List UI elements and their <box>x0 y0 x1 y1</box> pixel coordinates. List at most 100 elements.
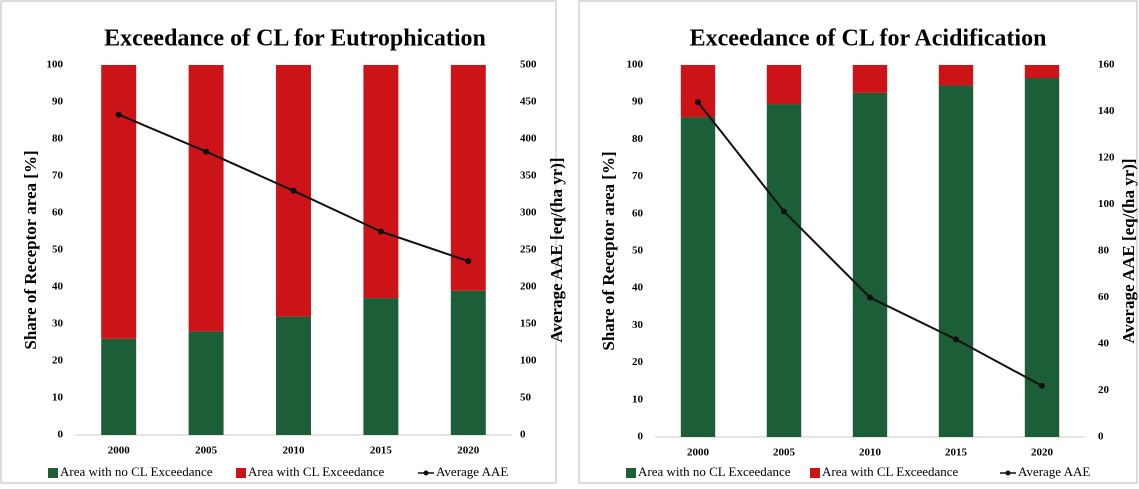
x-tick-label: 2000 <box>687 447 710 459</box>
bar-segment <box>188 65 224 332</box>
y-tick-label: 90 <box>52 96 64 108</box>
bar-segment <box>188 331 224 435</box>
y2-tick-label: 120 <box>1098 152 1115 164</box>
y2-tick-label: 160 <box>1098 59 1115 71</box>
legend-marker <box>1005 470 1011 476</box>
bar-segment <box>680 117 716 437</box>
y2-tick-label: 50 <box>520 392 532 404</box>
y2-tick-label: 250 <box>520 244 537 256</box>
line-point <box>695 99 701 106</box>
chart-title: Exceedance of CL for Eutrophication <box>104 26 486 52</box>
y2-tick-label: 500 <box>520 59 537 71</box>
y2-tick-label: 450 <box>520 96 537 108</box>
line-point <box>781 208 787 215</box>
y2-tick-label: 40 <box>1098 338 1110 350</box>
y2-tick-label: 20 <box>1098 384 1110 396</box>
legend-label: Area with CL Exceedance <box>248 464 385 479</box>
line-point <box>867 294 873 301</box>
x-tick-label: 2010 <box>283 445 306 457</box>
y2-tick-label: 0 <box>1098 431 1104 443</box>
panel-border <box>578 0 1138 484</box>
legend-label: Area with no CL Exceedance <box>60 464 213 479</box>
y-tick-label: 30 <box>52 318 64 330</box>
legend-swatch <box>626 468 636 478</box>
legend-swatch <box>48 468 58 478</box>
y-tick-label: 10 <box>632 393 644 405</box>
bar-segment <box>450 65 486 291</box>
y-tick-label: 100 <box>47 59 64 71</box>
x-tick-label: 2020 <box>1031 447 1054 459</box>
y2-tick-label: 60 <box>1098 291 1110 303</box>
bar-segment <box>1024 65 1060 79</box>
bar-segment <box>766 65 802 105</box>
line-point <box>953 336 959 343</box>
y2-tick-label: 400 <box>520 133 537 145</box>
bar-segment <box>101 65 137 339</box>
x-tick-label: 2015 <box>945 447 968 459</box>
legend-label: Average AAE <box>436 464 508 479</box>
y-tick-label: 50 <box>52 244 64 256</box>
x-tick-label: 2005 <box>195 445 218 457</box>
line-point <box>290 187 297 194</box>
y2-axis-label: Average AAE [eq/(ha yr)] <box>547 157 566 342</box>
x-tick-label: 2015 <box>370 445 393 457</box>
y2-tick-label: 80 <box>1098 245 1110 257</box>
y-tick-label: 70 <box>632 170 644 182</box>
bar-segment <box>766 104 802 437</box>
y2-tick-label: 140 <box>1098 105 1115 117</box>
y-tick-label: 70 <box>52 170 64 182</box>
y-tick-label: 20 <box>632 356 644 368</box>
y-tick-label: 50 <box>632 245 644 257</box>
y-tick-label: 20 <box>52 355 64 367</box>
y-tick-label: 90 <box>632 96 644 108</box>
y-tick-label: 10 <box>52 392 64 404</box>
line-point <box>115 111 122 118</box>
y-tick-label: 30 <box>632 319 644 331</box>
bar-segment <box>101 338 137 435</box>
bar-segment <box>363 65 399 299</box>
bar-segment <box>852 92 888 438</box>
y2-axis-label: Average AAE [eq/(ha yr)] <box>1119 158 1138 343</box>
line-point <box>465 258 472 265</box>
y-tick-label: 0 <box>58 429 64 441</box>
bar-segment <box>276 316 311 435</box>
legend-swatch <box>236 468 246 478</box>
legend-label: Area with CL Exceedance <box>822 464 959 479</box>
x-tick-label: 2005 <box>773 447 796 459</box>
y-tick-label: 60 <box>632 207 644 219</box>
y-tick-label: 60 <box>52 207 64 219</box>
legend-label: Average AAE <box>1018 464 1090 479</box>
bar-segment <box>450 290 486 435</box>
line-point <box>377 228 384 235</box>
bar-segment <box>1024 78 1060 438</box>
y2-tick-label: 150 <box>520 318 537 330</box>
y-axis-label: Share of Receptor area [%] <box>599 151 618 350</box>
legend-label: Area with no CL Exceedance <box>638 464 791 479</box>
bar-segment <box>363 298 399 435</box>
y-tick-label: 80 <box>52 133 64 145</box>
y-tick-label: 100 <box>627 59 644 71</box>
bar-segment <box>938 65 974 86</box>
y2-tick-label: 100 <box>1098 198 1115 210</box>
y-tick-label: 40 <box>52 281 64 293</box>
chart-title: Exceedance of CL for Acidification <box>690 26 1047 52</box>
y2-tick-label: 200 <box>520 281 537 293</box>
y2-tick-label: 0 <box>520 429 526 441</box>
y2-tick-label: 350 <box>520 170 537 182</box>
y2-tick-label: 100 <box>520 355 537 367</box>
y2-tick-label: 300 <box>520 207 537 219</box>
bar-segment <box>938 85 974 438</box>
x-tick-label: 2000 <box>108 445 131 457</box>
bar-segment <box>852 65 888 93</box>
y-tick-label: 0 <box>638 431 644 443</box>
y-axis-label: Share of Receptor area [%] <box>21 150 40 349</box>
legend-marker <box>423 470 429 476</box>
legend-swatch <box>810 468 820 478</box>
line-point <box>1039 382 1045 389</box>
panel-border <box>0 0 557 484</box>
x-tick-label: 2010 <box>859 447 882 459</box>
line-point <box>203 148 210 155</box>
y-tick-label: 80 <box>632 133 644 145</box>
x-tick-label: 2020 <box>457 445 480 457</box>
